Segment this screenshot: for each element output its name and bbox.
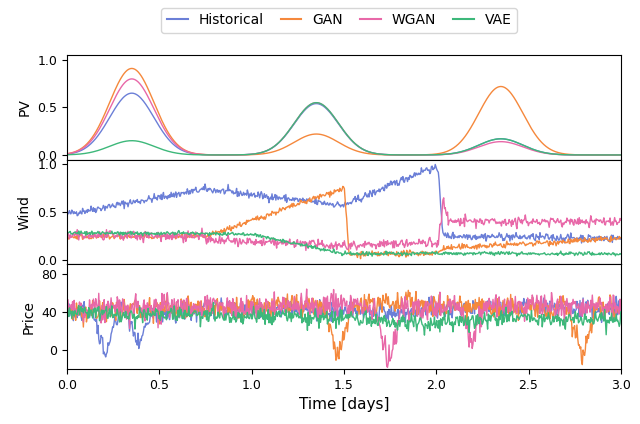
X-axis label: Time [days]: Time [days] bbox=[299, 397, 389, 412]
Y-axis label: PV: PV bbox=[18, 98, 32, 116]
Legend: Historical, GAN, WGAN, VAE: Historical, GAN, WGAN, VAE bbox=[161, 8, 517, 33]
Y-axis label: Price: Price bbox=[22, 300, 36, 334]
Y-axis label: Wind: Wind bbox=[18, 195, 32, 229]
